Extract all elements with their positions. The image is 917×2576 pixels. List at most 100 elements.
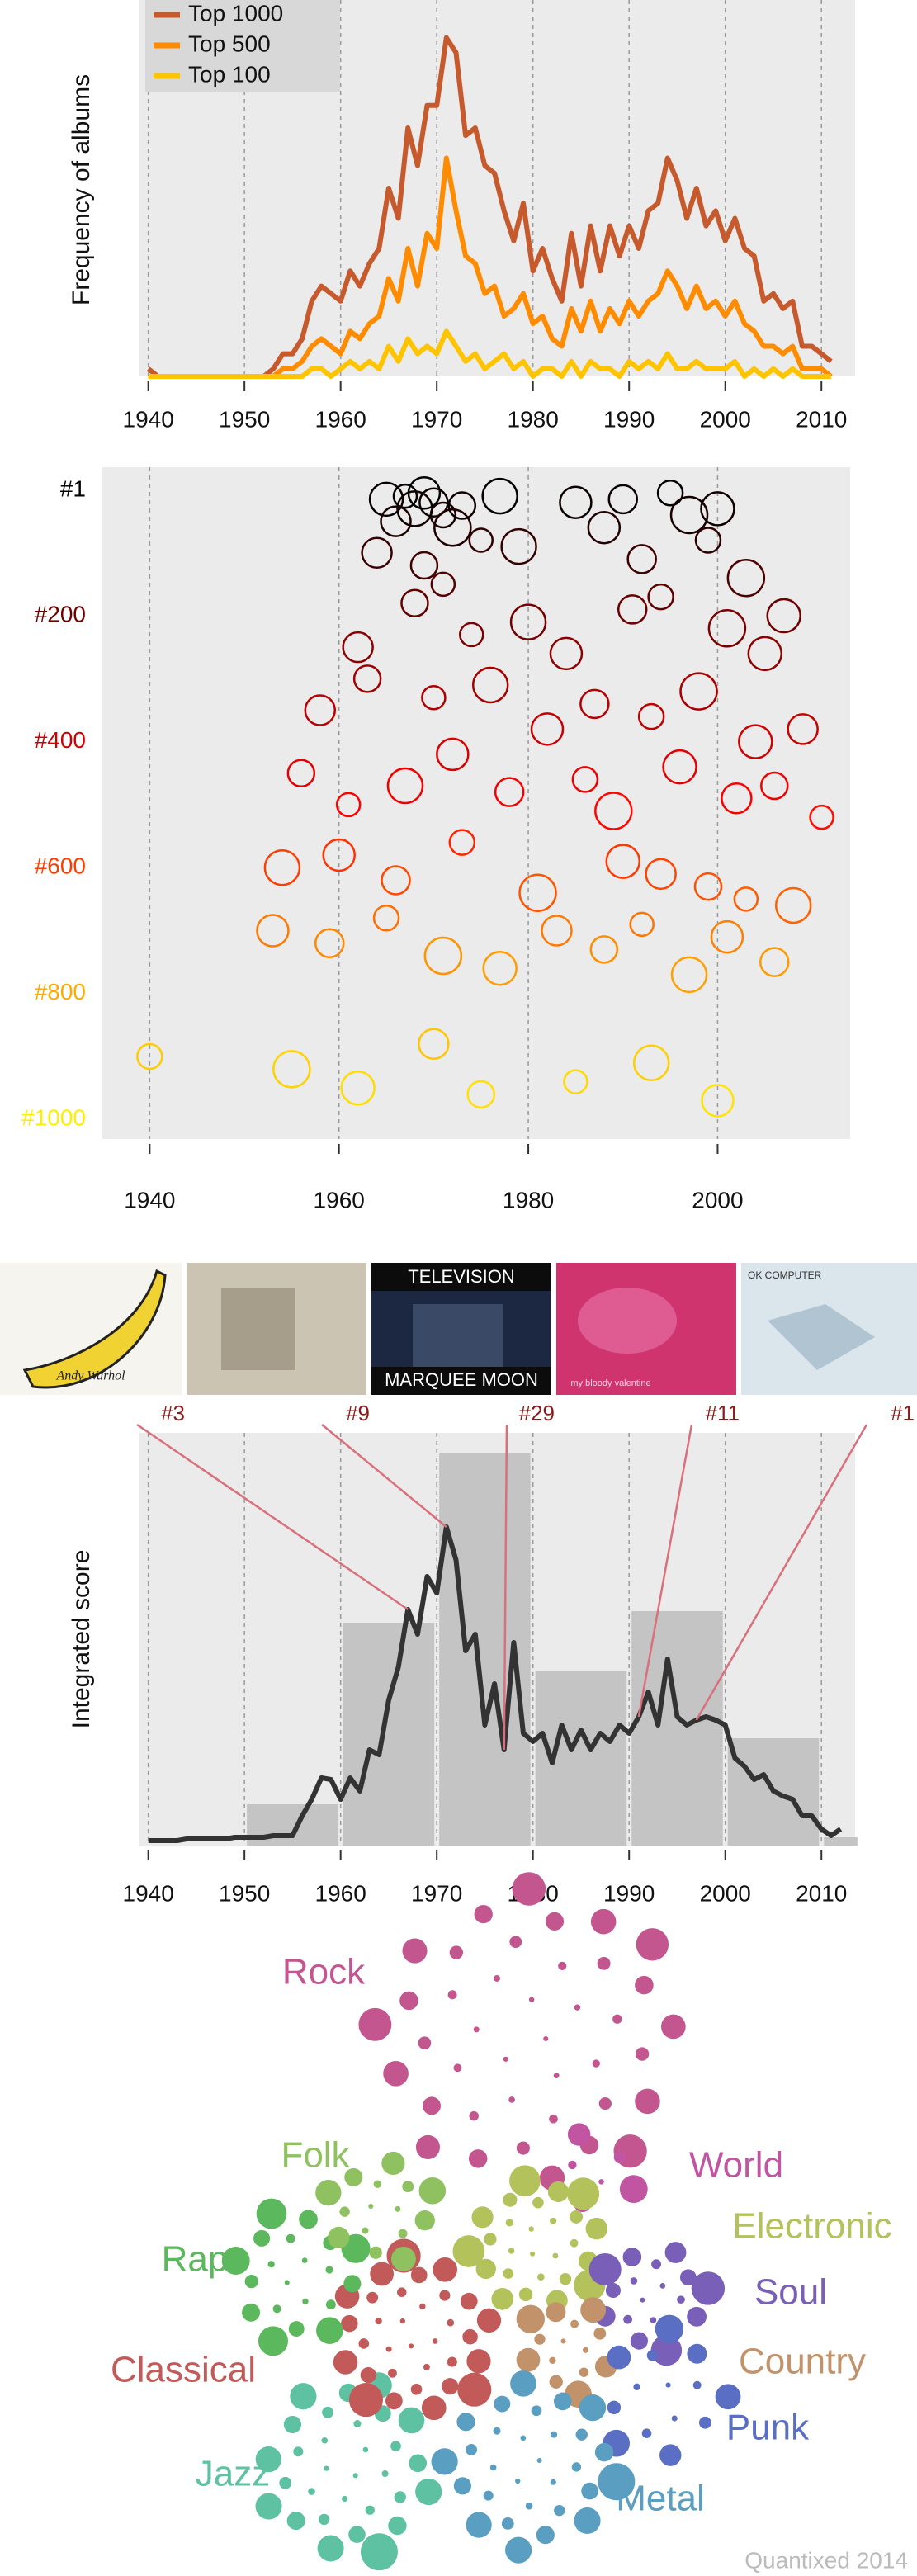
genre-dot <box>460 2292 478 2310</box>
genre-dot <box>466 2444 478 2455</box>
genre-dot <box>585 2217 608 2240</box>
genre-dot <box>452 2235 485 2267</box>
album-point <box>352 664 382 693</box>
album-point <box>471 666 509 704</box>
genre-dot <box>395 2205 401 2212</box>
genre-dot <box>258 2326 288 2356</box>
album-point <box>626 544 657 574</box>
album-point <box>482 951 518 986</box>
genre-dot <box>381 2151 405 2176</box>
genre-dot <box>447 2318 455 2327</box>
x-tick-label: 1960 <box>315 406 366 432</box>
album-point <box>342 631 374 664</box>
genre-dot <box>315 2180 342 2206</box>
genre-label: Rap <box>162 2239 229 2280</box>
album-point <box>694 527 722 554</box>
album-point <box>136 1042 163 1071</box>
album-point <box>407 476 442 510</box>
genre-dot <box>623 2314 633 2324</box>
cover-photo <box>413 1304 503 1367</box>
genre-dot <box>302 2298 309 2305</box>
album-point <box>809 804 834 830</box>
genre-dot <box>536 2458 542 2464</box>
genre-dot <box>375 2317 382 2325</box>
genre-dot <box>651 2259 662 2270</box>
genre-dot <box>308 2488 315 2495</box>
genre-dot <box>640 2297 645 2303</box>
genre-dot <box>516 2141 530 2155</box>
genre-dot <box>415 2134 441 2159</box>
genre-dot <box>368 2203 374 2210</box>
album-point <box>429 501 457 529</box>
genre-dot <box>630 2332 649 2350</box>
genre-dot <box>612 2014 622 2024</box>
genre-dot <box>339 2206 350 2217</box>
album-point <box>304 694 337 726</box>
x-tick-label: 1960 <box>314 1187 365 1212</box>
x-tick-label: 2000 <box>692 1187 743 1212</box>
x-tick-label: 1990 <box>603 1880 655 1906</box>
cover-band <box>371 1367 551 1395</box>
genre-dot <box>341 2314 358 2333</box>
genre-dot <box>419 2303 426 2310</box>
genre-dot <box>466 2512 492 2538</box>
album-point <box>340 1070 376 1106</box>
genre-dot <box>414 2210 435 2231</box>
genre-dot <box>423 2363 430 2370</box>
genre-dot <box>489 2464 497 2471</box>
album-point <box>669 495 709 535</box>
x-tick-label: 1980 <box>503 1187 554 1212</box>
genre-dot <box>547 2181 569 2202</box>
album-point <box>733 886 759 912</box>
genre-dot <box>333 2350 358 2375</box>
genre-dot <box>574 2507 601 2535</box>
genre-dot <box>646 2350 658 2361</box>
genre-dot <box>534 2333 546 2345</box>
genre-dot <box>388 2368 397 2378</box>
genre-dot <box>352 2473 358 2479</box>
genre-dot <box>301 2257 308 2263</box>
album-point <box>605 844 641 879</box>
genre-dot <box>319 2513 330 2526</box>
genre-dot <box>508 2096 515 2103</box>
x-tick-label: 2010 <box>796 406 847 432</box>
album-point <box>587 510 622 545</box>
genre-dot <box>442 2378 459 2395</box>
genre-dot <box>505 2536 532 2564</box>
genre-dot <box>325 2266 333 2274</box>
cover-text: TELEVISION <box>408 1266 515 1287</box>
album-point <box>372 904 400 932</box>
genre-dot <box>545 1912 565 1931</box>
genre-dot <box>503 2056 508 2062</box>
genre-dot <box>532 2196 544 2209</box>
album-point <box>670 956 708 994</box>
album-point <box>392 483 418 509</box>
genre-dot <box>581 2482 598 2500</box>
genre-dot <box>598 2179 604 2185</box>
album-point <box>679 672 718 711</box>
genre-dot <box>518 2287 533 2302</box>
genre-label: Classical <box>111 2350 256 2390</box>
x-tick-label: 2000 <box>700 406 751 432</box>
y-axis-label: Frequency of albums <box>68 74 95 305</box>
genre-dot <box>469 2110 479 2121</box>
genre-dot <box>619 2175 648 2204</box>
genre-dot <box>528 1997 535 2002</box>
genre-dot <box>293 2446 304 2457</box>
album-point <box>530 712 565 746</box>
album-rank: #11 <box>706 1401 740 1425</box>
album-point <box>418 1028 450 1061</box>
album-point <box>559 485 593 519</box>
genre-dot <box>551 2431 558 2438</box>
album-point <box>700 491 735 527</box>
album-point <box>594 792 633 830</box>
y-axis-label: Integrated score <box>68 1550 95 1729</box>
genre-dot <box>554 2505 565 2517</box>
genre-dot <box>655 2314 684 2343</box>
genre-dot <box>369 2246 382 2259</box>
genre-dot <box>221 2247 250 2275</box>
genre-dot <box>698 2416 711 2429</box>
album-point <box>647 583 674 611</box>
album-point <box>589 935 619 964</box>
